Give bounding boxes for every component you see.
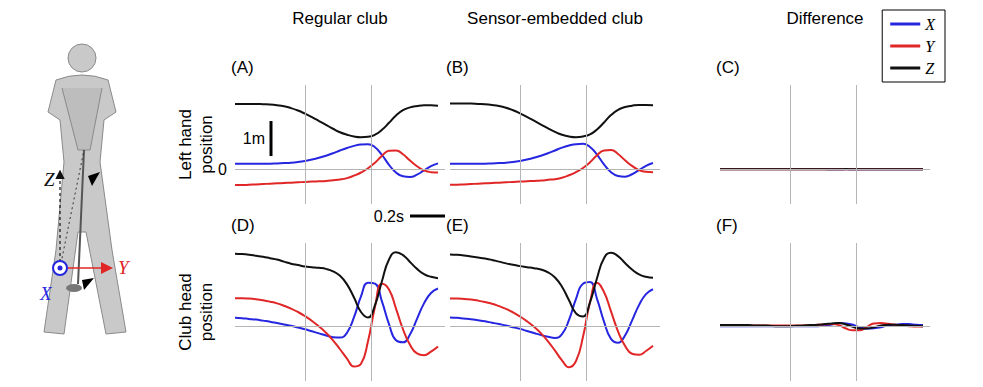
svg-text:0: 0 (218, 161, 227, 178)
svg-text:Club head: Club head (176, 273, 195, 351)
svg-text:(F): (F) (716, 216, 738, 235)
svg-text:X: X (924, 16, 936, 33)
svg-text:Difference: Difference (786, 9, 863, 28)
svg-text:X: X (39, 283, 53, 304)
svg-text:(C): (C) (716, 58, 740, 77)
svg-text:Left hand: Left hand (176, 109, 195, 180)
svg-text:0.2s: 0.2s (374, 208, 404, 225)
svg-text:1m: 1m (243, 130, 265, 147)
svg-text:Z: Z (925, 60, 935, 77)
svg-text:position: position (197, 283, 216, 342)
svg-text:Regular club: Regular club (292, 9, 387, 28)
svg-text:Y: Y (925, 38, 936, 55)
svg-text:Sensor-embedded club: Sensor-embedded club (467, 9, 643, 28)
svg-text:(A): (A) (231, 58, 254, 77)
svg-text:Y: Y (118, 257, 131, 278)
svg-text:Z: Z (44, 169, 55, 190)
svg-text:(E): (E) (446, 216, 469, 235)
svg-text:(D): (D) (231, 216, 255, 235)
svg-text:(B): (B) (446, 58, 469, 77)
svg-text:position: position (197, 115, 216, 174)
